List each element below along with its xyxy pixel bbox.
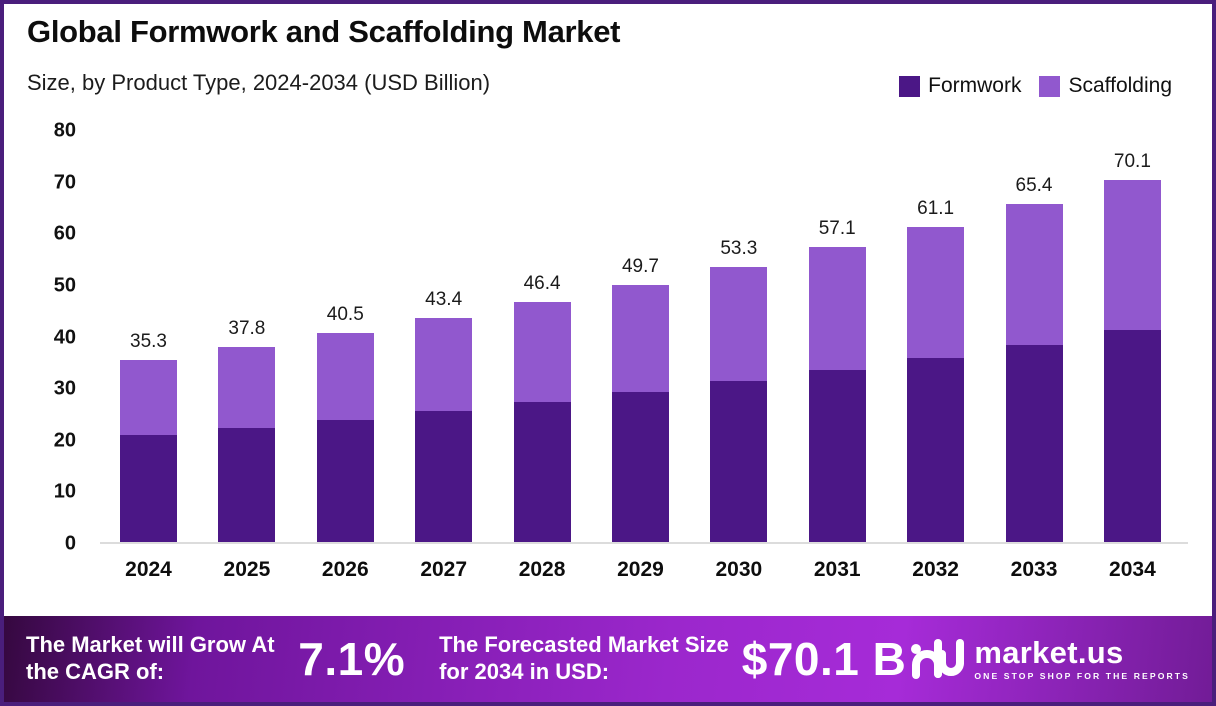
- cagr-label: The Market will Grow At the CAGR of:: [26, 632, 275, 684]
- bar-total-label: 49.7: [621, 256, 659, 278]
- formwork-segment: [218, 427, 276, 542]
- scaffolding-segment: [808, 247, 866, 370]
- formwork-swatch: [899, 75, 921, 97]
- y-tick-80: 80: [53, 119, 76, 142]
- scaffolding-segment: [316, 332, 374, 420]
- legend: Formwork Scaffolding: [899, 74, 1172, 98]
- scaffolding-segment: [218, 346, 276, 428]
- x-tick-2026: 2026: [321, 558, 369, 581]
- legend-item-scaffolding: Scaffolding: [1039, 74, 1172, 98]
- y-tick-70: 70: [53, 171, 76, 194]
- x-tick-2028: 2028: [518, 558, 566, 581]
- legend-label-formwork: Formwork: [928, 74, 1022, 97]
- legend-item-formwork: Formwork: [899, 74, 1021, 98]
- formwork-segment: [1005, 344, 1063, 542]
- x-tick-2029: 2029: [617, 558, 664, 581]
- bar-total-label: 46.4: [523, 273, 561, 295]
- x-tick-2025: 2025: [223, 558, 271, 581]
- formwork-segment: [611, 391, 669, 542]
- marketus-logo-icon: [911, 639, 965, 679]
- bar-group-2026: 40.5 2026: [316, 131, 374, 581]
- scaffolding-segment: [907, 226, 965, 358]
- formwork-segment: [415, 410, 473, 542]
- bar-total-label: 43.4: [425, 288, 463, 310]
- bar-group-2034: 70.1 2034: [1103, 131, 1161, 581]
- formwork-segment: [907, 357, 965, 542]
- x-tick-2030: 2030: [715, 558, 763, 581]
- forecast-value: $70.1 B: [741, 633, 907, 685]
- logo-name: market.us: [974, 635, 1124, 670]
- y-tick-60: 60: [53, 222, 76, 245]
- y-tick-50: 50: [53, 274, 76, 297]
- bar-group-2030: 53.3 2030: [710, 131, 768, 581]
- formwork-segment: [1103, 330, 1161, 542]
- bar-group-2025: 37.8 2025: [218, 131, 276, 581]
- bar-group-2033: 65.4 2033: [1005, 131, 1063, 581]
- y-tick-40: 40: [53, 326, 76, 348]
- forecast-label: The Forecasted Market Size for 2034 in U…: [439, 632, 729, 684]
- logo-tagline: ONE STOP SHOP FOR THE REPORTS: [974, 671, 1190, 681]
- chart-subtitle: Size, by Product Type, 2024-2034 (USD Bi…: [27, 70, 491, 95]
- y-tick-20: 20: [53, 429, 76, 452]
- bottom-banner: The Market will Grow At the CAGR of: 7.1…: [4, 616, 1212, 702]
- marketus-logo: market.us ONE STOP SHOP FOR THE REPORTS: [906, 637, 1190, 681]
- y-tick-10: 10: [53, 480, 76, 503]
- bar-chart-plot: 35.3 2024 37.8 2025 40.5 2026 43.4 2027 46.4 2028…: [100, 131, 1188, 581]
- scaffolding-segment: [415, 317, 473, 411]
- logo-text-block: market.us ONE STOP SHOP FOR THE REPORTS: [974, 637, 1190, 681]
- bar-group-2029: 49.7 2029: [611, 131, 669, 581]
- bar-group-2032: 61.1 2032: [907, 131, 965, 581]
- scaffolding-segment: [1005, 204, 1063, 345]
- formwork-segment: [808, 369, 866, 542]
- bar-total-label: 57.1: [818, 218, 856, 240]
- bar-group-2027: 43.4 2027: [415, 131, 473, 581]
- x-tick-2033: 2033: [1010, 558, 1058, 581]
- page-title: Global Formwork and Scaffolding Market: [27, 14, 621, 49]
- x-tick-2032: 2032: [912, 558, 959, 581]
- scaffolding-swatch: [1039, 75, 1061, 97]
- bar-total-label: 40.5: [326, 303, 364, 325]
- bar-total-label: 65.4: [1015, 175, 1053, 197]
- x-tick-2027: 2027: [420, 558, 468, 581]
- formwork-segment: [316, 419, 374, 542]
- bar-group-2031: 57.1 2031: [808, 131, 866, 581]
- x-tick-2034: 2034: [1109, 558, 1156, 581]
- scaffolding-segment: [513, 302, 571, 403]
- x-tick-2031: 2031: [813, 558, 861, 581]
- bar-total-label: 53.3: [720, 237, 758, 259]
- y-tick-30: 30: [53, 377, 76, 400]
- formwork-segment: [710, 380, 768, 542]
- scaffolding-segment: [120, 359, 177, 436]
- bar-total-label: 61.1: [917, 197, 955, 219]
- formwork-segment: [513, 402, 571, 542]
- scaffolding-segment: [611, 285, 669, 392]
- bar-group-2024: 35.3 2024: [120, 131, 177, 581]
- bar-total-label: 37.8: [228, 317, 266, 339]
- legend-label-scaffolding: Scaffolding: [1068, 74, 1172, 97]
- y-tick-0: 0: [64, 532, 76, 555]
- bar-group-2028: 46.4 2028: [513, 131, 571, 581]
- scaffolding-segment: [710, 266, 768, 381]
- formwork-segment: [120, 435, 177, 542]
- x-tick-2024: 2024: [125, 558, 172, 581]
- cagr-value: 7.1%: [298, 633, 406, 685]
- bar-total-label: 35.3: [130, 330, 167, 352]
- bar-total-label: 70.1: [1113, 151, 1151, 173]
- scaffolding-segment: [1103, 180, 1161, 331]
